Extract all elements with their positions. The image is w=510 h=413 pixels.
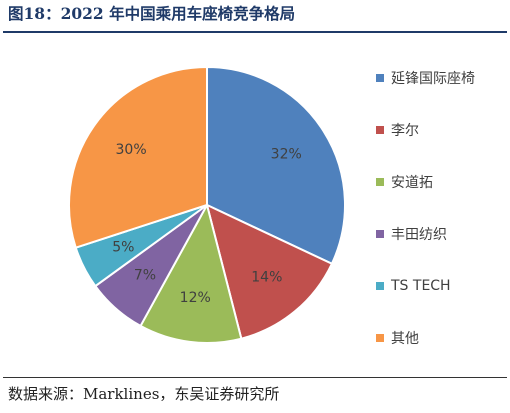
slice-label: 7% (134, 267, 156, 283)
slice-label: 32% (271, 147, 302, 163)
pie-slice (205, 203, 334, 340)
pie-slice (206, 65, 346, 266)
legend-label: 丰田纺织 (391, 227, 447, 243)
legend-swatch (376, 230, 384, 238)
pie-slice (68, 65, 208, 249)
slice-label: 14% (251, 269, 282, 285)
page-title: 图18：2022 年中国乘用车座椅竞争格局 (8, 4, 296, 23)
slice-label: 5% (112, 240, 134, 256)
legend-swatch (376, 126, 384, 134)
legend-label: 其他 (391, 331, 419, 347)
legend-swatch (376, 334, 384, 342)
title-divider (3, 31, 507, 33)
legend-label: 延锋国际座椅 (391, 71, 475, 87)
legend-item: TS TECH (376, 273, 475, 299)
legend-swatch (376, 178, 384, 186)
source-divider (3, 377, 507, 378)
legend-item: 其他 (376, 325, 475, 351)
source-note: 数据来源：Marklines，东吴证券研究所 (8, 385, 280, 403)
slice-label: 30% (116, 142, 147, 158)
legend-item: 延锋国际座椅 (376, 65, 475, 91)
pie-slice (139, 202, 243, 344)
pie-chart: 32% 14% 12% 7%5% 30% (68, 65, 346, 344)
chart-legend: 延锋国际座椅 李尔安道拓丰田纺织 TS TECH 其他 (376, 65, 475, 377)
legend-swatch (376, 282, 384, 290)
legend-label: TS TECH (391, 278, 451, 294)
slice-label: 12% (180, 290, 211, 306)
legend-item: 李尔 (376, 117, 475, 143)
legend-item: 安道拓 (376, 169, 475, 195)
legend-item: 丰田纺织 (376, 221, 475, 247)
legend-swatch (376, 74, 384, 82)
legend-label: 安道拓 (391, 175, 433, 191)
legend-label: 李尔 (391, 123, 419, 139)
